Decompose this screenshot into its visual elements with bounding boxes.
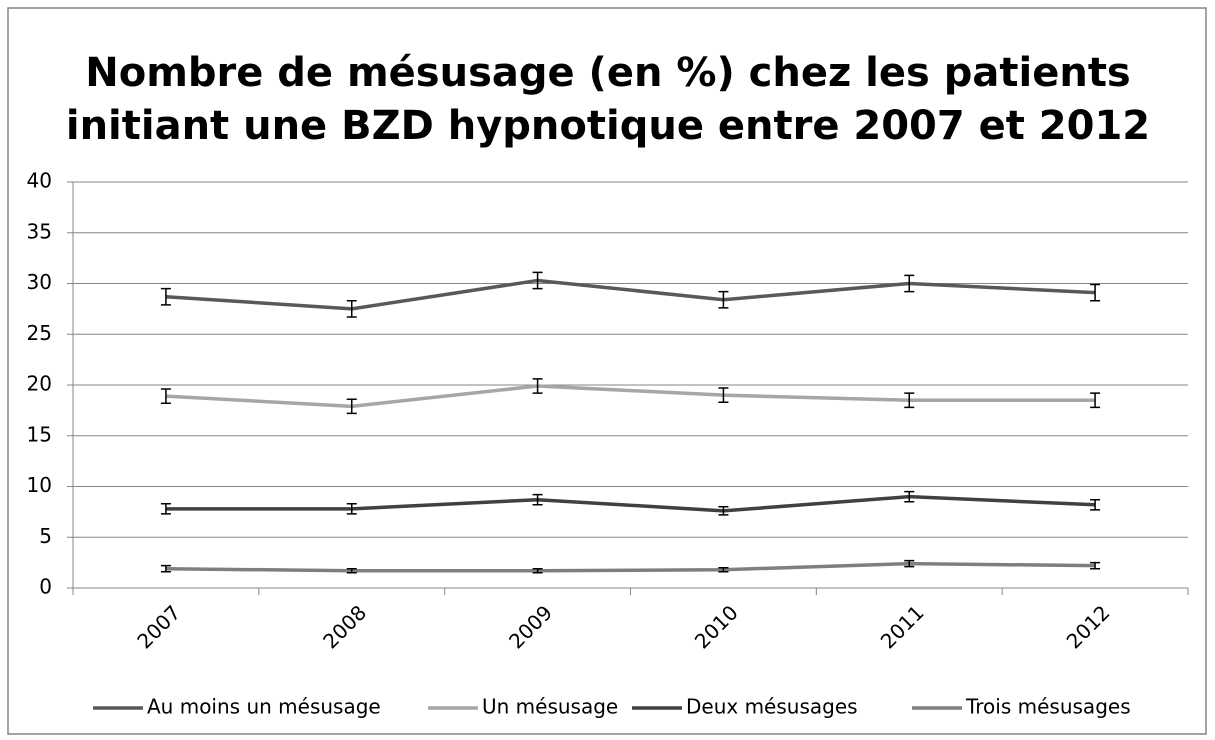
y-tick-label: 10 [27,473,52,497]
error-bar [160,388,171,405]
error-bar [904,392,915,409]
y-tick-label: 20 [27,372,52,396]
series-line [165,278,1096,311]
y-tick-label: 35 [27,219,52,243]
error-bar [718,290,729,309]
chart-title: initiant une BZD hypnotique entre 2007 e… [66,103,1150,149]
error-bar [1090,498,1101,511]
legend-label: Trois mésusages [965,695,1131,719]
error-bar [346,567,357,574]
error-bar [160,503,171,515]
error-bar [904,559,915,568]
error-bar [160,287,171,306]
y-tick-label: 0 [39,575,52,599]
chart-title: Nombre de mésusage (en %) chez les patie… [85,50,1131,96]
error-bar [718,506,729,516]
legend-label: Un mésusage [482,695,618,719]
error-bar [346,503,357,515]
legend-label: Au moins un mésusage [147,695,381,719]
error-bar [1090,561,1101,570]
legend-label: Deux mésusages [686,695,858,719]
chart-border [7,7,1207,735]
error-bar [532,378,543,394]
y-tick-label: 5 [39,524,52,548]
series-line [165,494,1096,513]
y-tick-label: 40 [27,169,52,193]
y-tick-label: 30 [27,270,52,294]
error-bar [904,490,915,503]
series-line [165,561,1096,573]
error-bar [346,300,357,318]
error-bar [532,271,543,290]
error-bar [532,493,543,506]
error-bar [532,567,543,574]
error-bar [718,387,729,404]
series-line [165,384,1096,409]
error-bar [160,564,171,573]
error-bar [904,274,915,293]
y-tick-label: 15 [27,422,52,446]
error-bar [1090,392,1101,409]
y-tick-label: 25 [27,321,52,345]
error-bar [718,566,729,573]
error-bar [1090,283,1101,302]
error-bar [346,398,357,415]
